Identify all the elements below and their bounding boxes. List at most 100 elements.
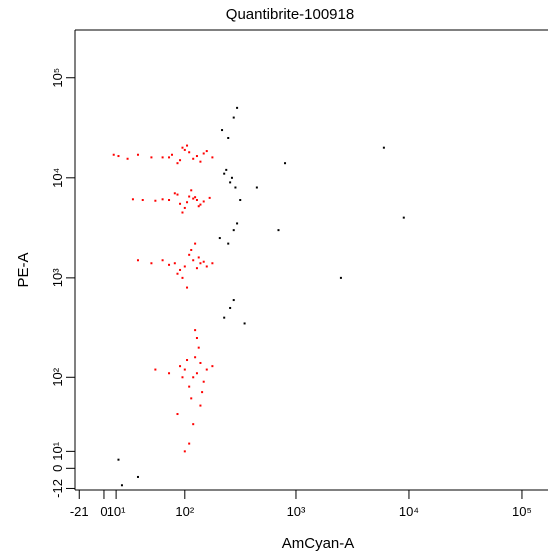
point (179, 159, 182, 162)
point (161, 198, 164, 201)
x-tick-label: -21 (70, 504, 89, 519)
point (173, 262, 176, 265)
point (232, 116, 235, 119)
point (120, 484, 123, 487)
point (173, 192, 176, 195)
point (223, 172, 226, 175)
point (126, 157, 129, 160)
point (188, 385, 191, 388)
point (255, 186, 258, 189)
point (181, 146, 184, 149)
point (192, 376, 195, 379)
point (161, 259, 164, 262)
point (194, 242, 197, 245)
point (168, 263, 171, 266)
point (179, 268, 182, 271)
point (236, 222, 239, 225)
point (183, 206, 186, 209)
point (227, 242, 230, 245)
point (227, 136, 230, 139)
point (194, 329, 197, 332)
chart-title: Quantibrite-100918 (226, 6, 354, 23)
point (229, 181, 232, 184)
point (190, 397, 193, 400)
y-tick-label: 10⁵ (50, 68, 65, 88)
point (202, 260, 205, 263)
point (202, 152, 205, 155)
point (382, 146, 385, 149)
point (131, 198, 134, 201)
point (170, 153, 173, 156)
point (168, 372, 171, 375)
x-tick-label: 10⁴ (399, 504, 419, 519)
point (225, 168, 228, 171)
point (183, 148, 186, 151)
point (402, 216, 405, 219)
y-tick-label: 10² (50, 367, 65, 386)
point (195, 372, 198, 375)
point (277, 229, 280, 232)
point (192, 423, 195, 426)
point (181, 376, 184, 379)
point (181, 211, 184, 214)
point (232, 299, 235, 302)
point (239, 199, 242, 202)
point (176, 193, 179, 196)
point (195, 267, 198, 270)
y-tick-label: -12 (50, 479, 65, 498)
point (168, 199, 171, 202)
point (199, 404, 202, 407)
point (176, 413, 179, 416)
point (223, 316, 226, 319)
point (188, 151, 191, 154)
point (136, 475, 139, 478)
point (199, 262, 202, 265)
point (284, 162, 287, 165)
point (218, 237, 221, 240)
y-axis-label: PE-A (15, 252, 32, 287)
point (199, 361, 202, 364)
y-tick-label: 10⁴ (50, 168, 65, 188)
x-tick-label: 10³ (287, 504, 306, 519)
point (188, 442, 191, 445)
point (186, 144, 189, 147)
point (186, 286, 189, 289)
point (221, 129, 224, 132)
point (195, 155, 198, 158)
point (232, 229, 235, 232)
point (202, 200, 205, 203)
point (150, 262, 153, 265)
point (161, 156, 164, 159)
point (179, 365, 182, 368)
point (150, 156, 153, 159)
x-tick-label: 10⁵ (512, 504, 532, 519)
point (211, 156, 214, 159)
point (186, 201, 189, 204)
point (202, 380, 205, 383)
point (230, 176, 233, 179)
point (205, 368, 208, 371)
point (136, 153, 139, 156)
point (154, 199, 157, 202)
point (229, 306, 232, 309)
point (176, 162, 179, 165)
point (197, 256, 200, 259)
point (192, 157, 195, 160)
x-axis-label: AmCyan-A (282, 535, 355, 552)
point (141, 199, 144, 202)
point (154, 368, 157, 371)
y-tick-label: 10¹ (50, 441, 65, 460)
point (195, 199, 198, 202)
point (190, 189, 193, 192)
point (205, 150, 208, 153)
point (183, 265, 186, 268)
point (197, 346, 200, 349)
point (181, 276, 184, 279)
y-tick-label: 10³ (50, 268, 65, 287)
point (117, 458, 120, 461)
y-tick-label: 0 (50, 465, 65, 472)
x-tick-label: 10² (175, 504, 194, 519)
point (168, 156, 171, 159)
point (188, 195, 191, 198)
x-tick-label: 10¹ (107, 504, 126, 519)
